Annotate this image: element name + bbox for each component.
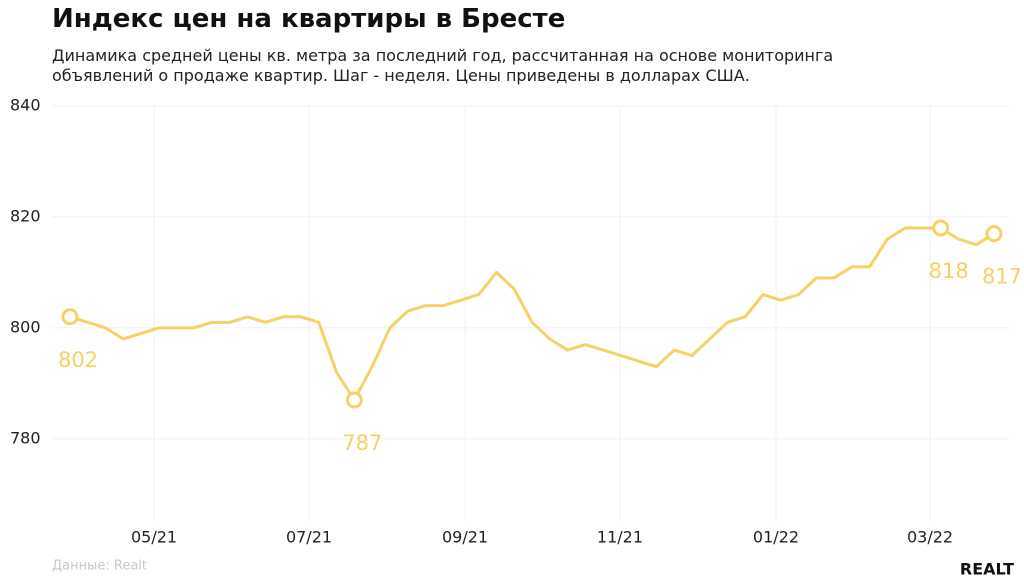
y-tick-label: 780 xyxy=(10,428,41,447)
data-label: 787 xyxy=(342,431,382,455)
chart-title: Индекс цен на квартиры в Бресте xyxy=(52,4,566,34)
point-marker xyxy=(985,225,1003,243)
x-tick-label: 01/22 xyxy=(753,528,799,547)
y-tick-label: 840 xyxy=(10,96,41,115)
x-tick-label: 05/21 xyxy=(131,528,177,547)
x-tick-label: 07/21 xyxy=(286,528,332,547)
point-marker xyxy=(61,308,79,326)
y-tick-label: 800 xyxy=(10,317,41,336)
point-marker xyxy=(345,391,363,409)
y-tick-label: 820 xyxy=(10,206,41,225)
x-tick-label: 11/21 xyxy=(597,528,643,547)
x-tick-label: 09/21 xyxy=(442,528,488,547)
data-label: 817 xyxy=(982,265,1022,289)
line xyxy=(69,226,995,402)
chart-subtitle: Динамика средней цены кв. метра за после… xyxy=(52,46,834,85)
data-label: 802 xyxy=(58,348,98,372)
logo: REALT xyxy=(960,560,1014,579)
x-tick-label: 03/22 xyxy=(907,528,953,547)
data-label: 818 xyxy=(929,259,969,283)
source: Данные: Realt xyxy=(52,559,147,574)
point-marker xyxy=(932,219,950,237)
